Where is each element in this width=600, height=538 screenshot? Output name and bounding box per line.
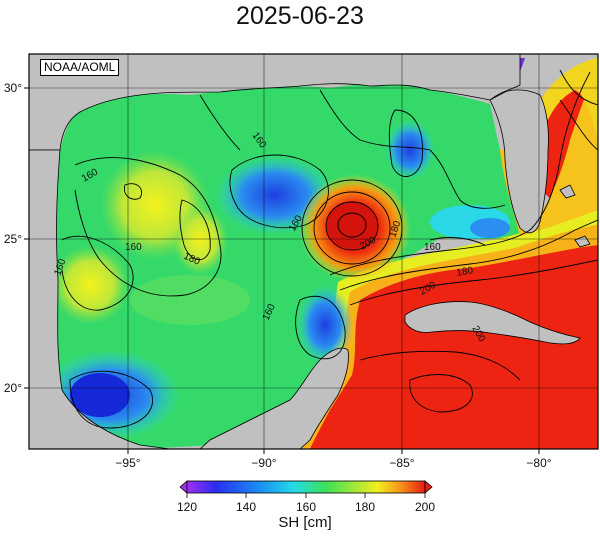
source-label: NOAA/AOML xyxy=(40,59,120,76)
lon-tick-label: −85° xyxy=(389,456,414,470)
colorbar-tick-label: 180 xyxy=(355,500,375,514)
colorbar-tick-label: 200 xyxy=(415,500,435,514)
axis-ticks xyxy=(24,87,540,454)
lat-tick-label: 20° xyxy=(4,381,22,395)
colorbar-title: SH [cm] xyxy=(278,514,332,531)
lon-tick-label: −90° xyxy=(251,456,276,470)
colorbar: 120 140 160 180 200 xyxy=(177,480,435,514)
land-masses xyxy=(29,54,591,449)
colorbar-tick-label: 120 xyxy=(177,500,197,514)
contour-labels: 160 160 160 160 160 180 180 180 200 200 … xyxy=(52,130,487,344)
graticule xyxy=(29,54,598,449)
lon-tick-label: −80° xyxy=(526,456,551,470)
contour-lines xyxy=(61,69,598,429)
lon-tick-label: −95° xyxy=(115,456,140,470)
lat-tick-label: 25° xyxy=(4,232,22,246)
contour-label: 180 xyxy=(456,265,475,279)
colorbar-tick-label: 140 xyxy=(236,500,256,514)
map-frame xyxy=(28,53,599,450)
map-title: 2025-06-23 xyxy=(236,2,364,30)
colorbar-tick-label: 160 xyxy=(296,500,316,514)
contour-label: 160 xyxy=(125,242,142,253)
contour-label: 160 xyxy=(424,242,441,253)
lat-tick-label: 30° xyxy=(4,81,22,95)
